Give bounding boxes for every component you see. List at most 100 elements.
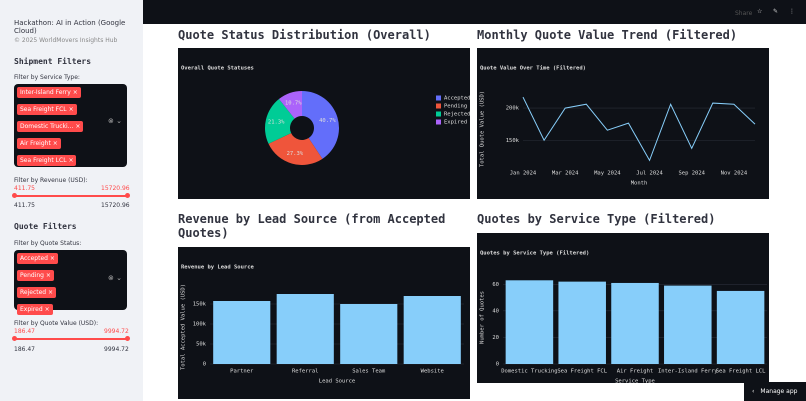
slider-min-label: 186.47 xyxy=(14,346,35,353)
multiselect[interactable]: Inter-Island Ferry Sea Freight FCL Domesti… xyxy=(14,84,127,167)
y-tick-label: 150k xyxy=(193,302,207,308)
x-tick-label: Nov 2024 xyxy=(721,171,748,177)
slider-max: 15720.96 xyxy=(101,185,130,192)
heading: Monthly Quote Value Trend (Filtered) xyxy=(477,28,738,42)
chart-title: Revenue by Lead Source xyxy=(181,265,255,271)
sidebar: Hackathon: AI in Action (Google Cloud) ©… xyxy=(0,0,143,401)
x-tick-label: Sep 2024 xyxy=(678,171,705,177)
multiselect[interactable]: Accepted Pending Rejected Expired ⊗ ⌄ xyxy=(14,250,127,315)
bar xyxy=(403,296,461,364)
filter-label: Filter by Revenue (USD): xyxy=(14,177,88,184)
chart: Revenue by Lead Source 0 50k 100k 150k Total … xyxy=(178,247,470,399)
x-tick-label: Partner xyxy=(230,369,254,375)
app-title: Hackathon: AI in Action (Google Cloud) xyxy=(14,19,126,35)
filter-tag[interactable]: Sea Freight LCL xyxy=(17,155,77,166)
heading: Revenue by Lead Source (from Accepted Qu… xyxy=(178,212,446,240)
slice-label: 10.7% xyxy=(285,100,302,106)
bar xyxy=(611,282,659,364)
filter-tag[interactable]: Pending xyxy=(17,270,54,281)
line xyxy=(522,96,756,162)
legend-label: Accepted xyxy=(444,96,470,102)
slider-handle[interactable] xyxy=(125,193,130,198)
x-tick-label: Inter-Island Ferry xyxy=(658,369,718,375)
slider-handle[interactable] xyxy=(12,336,17,341)
section-heading: Quote Filters xyxy=(14,222,77,231)
manage-app-label: Manage app xyxy=(760,388,798,395)
slider-handle[interactable] xyxy=(12,193,17,198)
bar xyxy=(213,301,271,364)
y-axis-title: Total Quote Value (USD) xyxy=(480,91,486,167)
slice-label: 40.7% xyxy=(319,118,336,124)
slider-track[interactable] xyxy=(14,338,128,340)
slider-max-label: 15720.96 xyxy=(101,202,130,209)
bar xyxy=(716,290,765,364)
filter-tag[interactable]: Inter-Island Ferry xyxy=(17,87,81,98)
edit-icon[interactable]: ✎ xyxy=(773,8,779,15)
legend-label: Expired xyxy=(444,120,467,126)
y-tick-label: 100k xyxy=(193,322,207,328)
filter-tag[interactable]: Accepted xyxy=(17,253,58,264)
bar xyxy=(505,280,554,364)
legend-label: Rejected xyxy=(444,112,470,118)
manage-app-button[interactable]: ‹ Manage app xyxy=(744,382,806,401)
legend-swatch xyxy=(436,95,441,101)
slice-label: 21.3% xyxy=(268,119,285,125)
slider-min: 411.75 xyxy=(14,185,35,192)
star-icon[interactable]: ☆ xyxy=(757,8,763,15)
y-tick-label: 60 xyxy=(492,282,499,288)
x-tick-label: Referral xyxy=(292,369,319,375)
filter-tag[interactable]: Domestic Trucki... xyxy=(17,121,84,132)
chart: Quote Value Over Time (Filtered) 150k 200k… xyxy=(477,48,769,199)
slider-track[interactable] xyxy=(14,195,128,197)
legend-swatch xyxy=(436,103,441,109)
y-tick-label: 20 xyxy=(492,335,499,341)
y-tick-label: 0 xyxy=(203,362,206,368)
x-tick-label: Domestic Trucking xyxy=(501,369,557,375)
toolbar: Share ☆ ✎ ⋮ xyxy=(143,0,806,24)
x-tick-label: Sales Team xyxy=(352,369,386,375)
x-tick-label: Jan 2024 xyxy=(510,171,537,177)
filter-label: Filter by Service Type: xyxy=(14,74,80,81)
x-axis-title: Month xyxy=(631,181,648,187)
x-axis-title: Service Type xyxy=(615,379,655,384)
chart-title: Quote Value Over Time (Filtered) xyxy=(480,66,586,72)
bar xyxy=(340,304,398,364)
y-tick-label: 200k xyxy=(506,106,520,112)
slider-min: 186.47 xyxy=(14,328,35,335)
legend-swatch xyxy=(436,119,441,125)
x-tick-label: Sea Freight LCL xyxy=(716,369,766,375)
slider-min-label: 411.75 xyxy=(14,202,35,209)
x-tick-label: Website xyxy=(421,369,444,375)
y-axis-title: Number of Quotes xyxy=(480,291,486,344)
bar xyxy=(558,281,606,364)
chart: Quotes by Service Type (Filtered) 0 20 40 60… xyxy=(477,233,769,383)
x-tick-label: Air Freight xyxy=(617,369,653,375)
filter-label: Filter by Quote Value (USD): xyxy=(14,320,99,327)
x-tick-label: Jul 2024 xyxy=(636,171,663,177)
filter-tag[interactable]: Expired xyxy=(17,304,53,315)
y-tick-label: 40 xyxy=(492,308,499,314)
clear-icon[interactable]: ⊗ ⌄ xyxy=(108,117,122,126)
pie-slice xyxy=(302,91,339,159)
x-tick-label: May 2024 xyxy=(594,171,621,177)
filter-tag[interactable]: Rejected xyxy=(17,287,57,298)
y-tick-label: 150k xyxy=(506,138,520,144)
bar xyxy=(276,294,334,364)
legend-label: Pending xyxy=(444,104,467,110)
menu-icon[interactable]: ⋮ xyxy=(789,8,795,15)
filter-tag[interactable]: Sea Freight FCL xyxy=(17,104,77,115)
slider-max: 9994.72 xyxy=(104,328,129,335)
bar xyxy=(664,285,712,364)
heading: Quotes by Service Type (Filtered) xyxy=(477,212,716,226)
chart-title: Quotes by Service Type (Filtered) xyxy=(480,251,589,257)
clear-icon[interactable]: ⊗ ⌄ xyxy=(108,274,122,282)
heading: Quote Status Distribution (Overall) xyxy=(178,28,431,42)
legend-swatch xyxy=(436,111,441,117)
filter-label: Filter by Quote Status: xyxy=(14,240,82,247)
y-tick-label: 0 xyxy=(496,362,499,368)
filter-tag[interactable]: Air Freight xyxy=(17,138,61,149)
share-button[interactable]: Share xyxy=(735,10,753,17)
slider-handle[interactable] xyxy=(125,336,130,341)
slider-max-label: 9994.72 xyxy=(104,346,129,353)
